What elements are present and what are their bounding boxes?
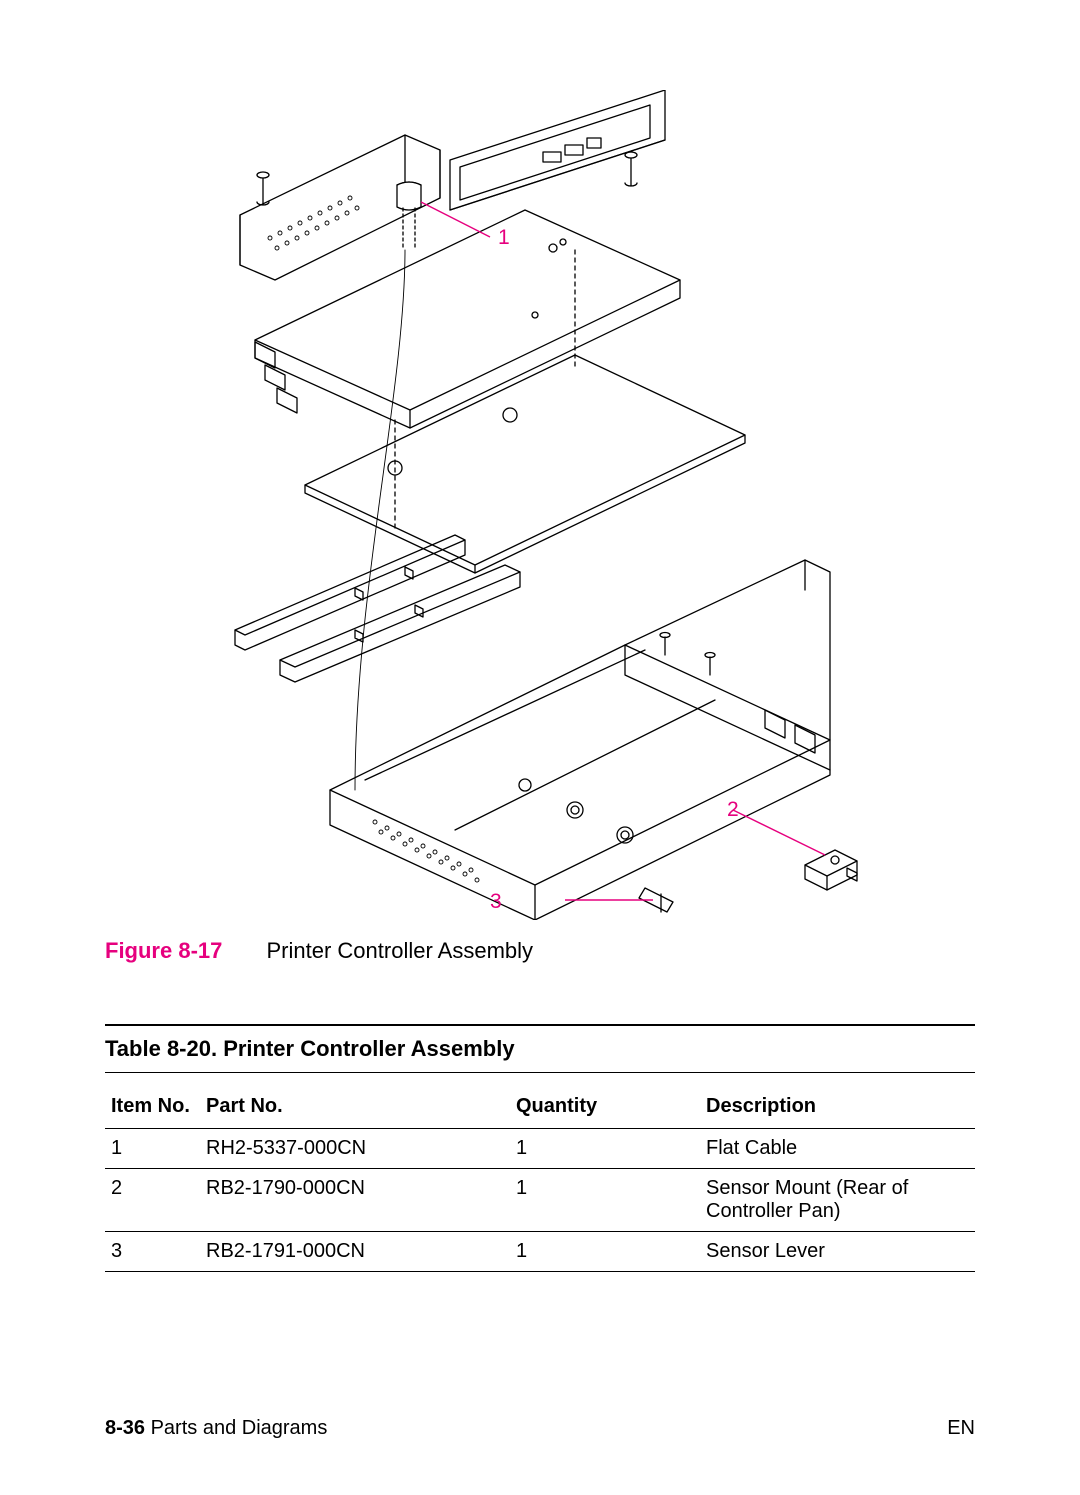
section-title: Parts and Diagrams (151, 1417, 328, 1439)
figure-diagram: 1 2 3 (105, 90, 975, 920)
cell-desc: Sensor Lever (700, 1232, 975, 1272)
parts-table-block: Table 8-20. Printer Controller Assembly … (105, 1024, 975, 1272)
col-header-item: Item No. (105, 1087, 200, 1129)
col-header-qty: Quantity (510, 1087, 700, 1129)
cell-part: RB2-1791-000CN (200, 1232, 510, 1272)
callout-3: 3 (490, 890, 502, 914)
figure-caption: Figure 8-17 Printer Controller Assembly (105, 938, 975, 964)
figure-label: Figure 8-17 (105, 938, 222, 963)
table-title: Table 8-20. Printer Controller Assembly (105, 1024, 975, 1073)
cell-part: RB2-1790-000CN (200, 1169, 510, 1232)
page-number: 8-36 (105, 1417, 145, 1439)
page-footer: 8-36 Parts and Diagrams EN (105, 1417, 975, 1440)
assembly-svg (105, 90, 975, 920)
footer-right: EN (947, 1417, 975, 1440)
cell-desc: Flat Cable (700, 1129, 975, 1169)
cell-item: 3 (105, 1232, 200, 1272)
table-header-row: Item No. Part No. Quantity Description (105, 1087, 975, 1129)
footer-left: 8-36 Parts and Diagrams (105, 1417, 327, 1440)
page-container: 1 2 3 Figure 8-17 Printer Controller Ass… (0, 0, 1080, 1495)
figure-title: Printer Controller Assembly (267, 938, 534, 963)
cell-item: 2 (105, 1169, 200, 1232)
table-row: 2 RB2-1790-000CN 1 Sensor Mount (Rear of… (105, 1169, 975, 1232)
callout-2: 2 (727, 798, 739, 822)
cell-desc: Sensor Mount (Rear of Controller Pan) (700, 1169, 975, 1232)
col-header-part: Part No. (200, 1087, 510, 1129)
cell-qty: 1 (510, 1129, 700, 1169)
cell-qty: 1 (510, 1169, 700, 1232)
cell-item: 1 (105, 1129, 200, 1169)
parts-table: Item No. Part No. Quantity Description 1… (105, 1087, 975, 1272)
col-header-desc: Description (700, 1087, 975, 1129)
cell-qty: 1 (510, 1232, 700, 1272)
callout-1: 1 (498, 226, 510, 250)
cell-part: RH2-5337-000CN (200, 1129, 510, 1169)
table-row: 3 RB2-1791-000CN 1 Sensor Lever (105, 1232, 975, 1272)
table-row: 1 RH2-5337-000CN 1 Flat Cable (105, 1129, 975, 1169)
